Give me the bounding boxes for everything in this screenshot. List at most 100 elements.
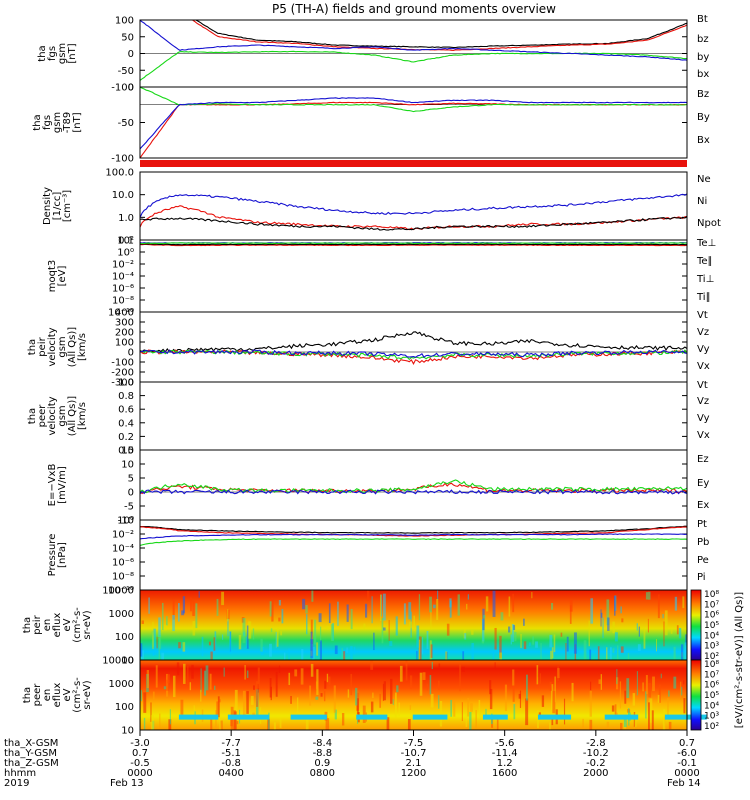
spectrogram-streak [600, 609, 602, 627]
spectrogram-streak [178, 603, 180, 622]
spectrogram-streak [637, 644, 641, 652]
spectrogram-streak [589, 719, 593, 730]
spectrogram-streak [388, 620, 390, 641]
spectrogram-streak [499, 635, 502, 659]
colorbar-tick: 10⁷ [704, 600, 719, 610]
quality-flag-bar [140, 160, 687, 167]
spectrogram-streak [647, 618, 649, 633]
spectrogram-streak [165, 616, 168, 626]
spectrogram-streak [571, 682, 574, 702]
spectrogram-streak [208, 641, 211, 646]
spectrogram-streak [663, 621, 665, 647]
legend-bx: bx [697, 69, 709, 80]
ytick-label: 10⁻⁸ [112, 296, 134, 307]
panel-density: Density [1/cc] [cm⁻³] 100.0 10.0 1.0 0.1 Ne Ni Np… [42, 168, 721, 247]
spectrogram-streak [422, 672, 426, 680]
spectrogram-streak [195, 603, 198, 629]
colorbar-tick: 10³ [704, 642, 719, 652]
spectrogram-streak [192, 600, 195, 616]
spectrogram-streak [589, 690, 592, 717]
spectrogram-streak [418, 594, 421, 621]
ylabel-line: [cm⁻³] [62, 190, 73, 222]
spectrogram-streak [551, 647, 554, 659]
spectrogram-streak [512, 685, 515, 702]
ephem-value: 0.9 [314, 758, 330, 769]
spectrogram-streak [642, 682, 644, 692]
spectrogram-streak [600, 674, 602, 690]
spectrogram-streak [606, 599, 610, 626]
spectrogram-streak [382, 593, 386, 621]
spectrogram-streak [418, 636, 422, 660]
spectrogram-band [178, 714, 219, 720]
legend-bz: bz [697, 34, 709, 45]
ytick-label: 15 [121, 446, 134, 457]
spectrogram-streak [549, 681, 553, 691]
legend-Vz: Vz [697, 327, 709, 338]
spectrogram-streak [250, 695, 254, 705]
spectrogram-streak [429, 675, 432, 695]
spectrogram-streak [205, 665, 209, 691]
spectrogram-streak [470, 703, 473, 712]
spectrogram-streak [551, 684, 554, 711]
spectrogram-streak [617, 645, 619, 660]
spectrogram-streak [257, 667, 260, 689]
time-tick-label: 0400 [218, 768, 243, 779]
spectrogram-streak [557, 666, 559, 681]
spectrogram-streak [159, 635, 162, 650]
spectrogram-streak [256, 681, 259, 707]
spectrogram-streak [668, 721, 672, 730]
spectrogram-streak [526, 674, 528, 701]
spectrogram-streak [210, 717, 213, 730]
legend-By: By [697, 112, 710, 123]
spectrogram-streak [405, 661, 408, 681]
spectrogram-streak [269, 601, 273, 617]
spectrogram-streak [187, 666, 189, 686]
ylabel-line: (cm²-s- [72, 607, 83, 643]
spectrogram-streak [182, 596, 186, 614]
ytick-label: -100 [111, 358, 134, 369]
ylabel-line: [nT] [67, 43, 78, 63]
ylabel-line: tha [27, 408, 38, 424]
colorbar-label: [eV/(cm²-s-str-eV)] (All Qs)] [734, 592, 745, 728]
spectrogram-streak [364, 603, 368, 618]
spectrogram-streak [492, 651, 495, 660]
spectrogram-streak [315, 696, 319, 700]
spectrogram-streak [552, 690, 556, 714]
spectrogram-streak [658, 684, 661, 703]
colorbar-tick: 10⁶ [704, 611, 719, 621]
spectrogram-streak [209, 673, 212, 690]
spectrogram-band [412, 714, 448, 720]
ytick-label: -5 [124, 502, 134, 513]
spectrogram-streak [252, 628, 255, 640]
series-Pt [140, 525, 687, 534]
spectrogram-streak [370, 701, 374, 713]
spectrogram-streak [152, 621, 154, 650]
spectrogram-streak [464, 633, 467, 640]
ylabel-line: [km/s [77, 402, 88, 430]
spectrogram-streak [395, 616, 398, 636]
ylabel-line: [mV/m] [57, 466, 68, 504]
spectrogram-streak [499, 652, 502, 660]
series-bx [140, 20, 687, 61]
series-Bz [140, 101, 687, 158]
spectrogram-streak [536, 665, 539, 685]
legend-Vy: Vy [697, 344, 710, 355]
spectrogram-streak [189, 682, 192, 691]
spectrogram-streak [607, 617, 610, 631]
ylabel-line: fgs [47, 46, 58, 61]
spectrogram-streak [539, 673, 541, 684]
spectrogram-streak [324, 680, 327, 689]
spectrogram-streak [638, 626, 641, 637]
spectrogram-streak [216, 701, 219, 720]
spectrogram-streak [535, 641, 538, 648]
spectrogram-streak [214, 685, 216, 690]
spectrogram-streak [229, 631, 232, 654]
ytick-label: 0 [128, 83, 134, 94]
spectrogram-streak [161, 602, 164, 631]
colorbar-tick: 10² [704, 722, 719, 732]
spectrogram-streak [223, 667, 225, 677]
legend-Vt: Vt [697, 310, 708, 321]
ylabel-line: (cm²-s- [72, 677, 83, 713]
spectrogram-streak [386, 717, 390, 730]
spectrogram-streak [439, 701, 443, 727]
